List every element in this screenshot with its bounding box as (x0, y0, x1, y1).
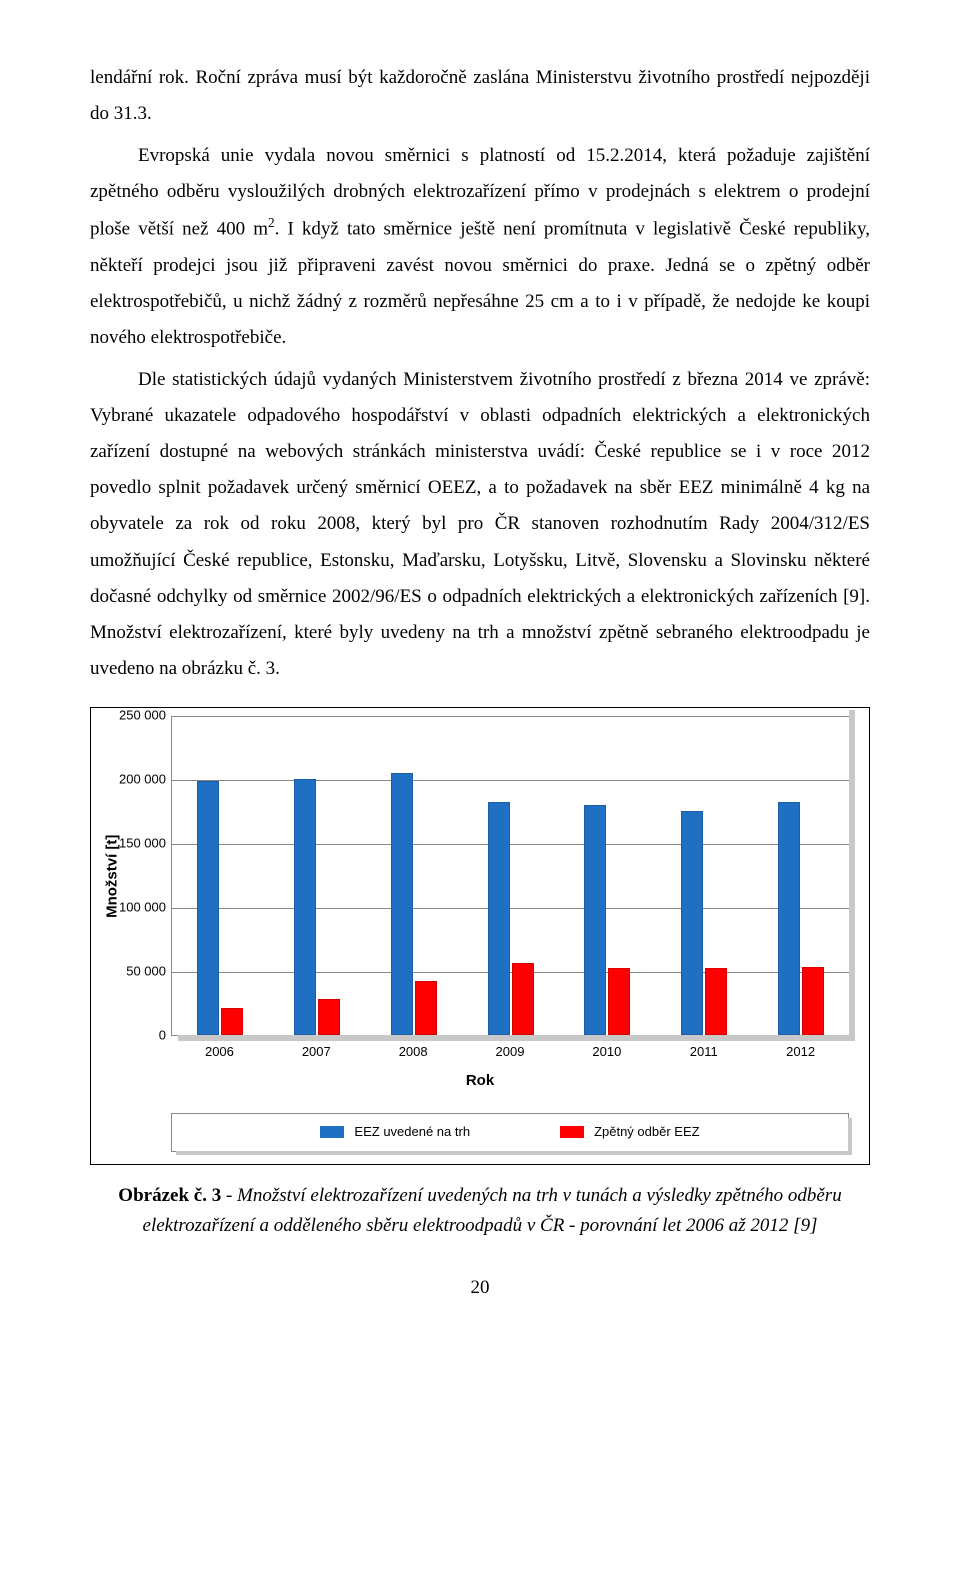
plot-area: 050 000100 000150 000200 000250 000 (171, 716, 849, 1036)
legend-item: Zpětný odběr EEZ (560, 1120, 700, 1145)
paragraph-1: lendářní rok. Roční zpráva musí být každ… (90, 60, 870, 132)
paragraph-2: Evropská unie vydala novou směrnici s pl… (90, 138, 870, 356)
legend-swatch (320, 1126, 344, 1138)
x-axis-label: Rok (99, 1067, 861, 1096)
bar (197, 781, 219, 1034)
caption-text: Množství elektrozařízení uvedených na tr… (143, 1185, 842, 1236)
y-tick-label: 50 000 (112, 960, 166, 985)
legend-item: EEZ uvedené na trh (320, 1120, 470, 1145)
legend-label: Zpětný odběr EEZ (594, 1120, 700, 1145)
bar (294, 779, 316, 1035)
bar-group (752, 716, 849, 1035)
y-tick-label: 0 (112, 1024, 166, 1049)
bar (221, 1008, 243, 1035)
bar-group (462, 716, 559, 1035)
legend-swatch (560, 1126, 584, 1138)
legend-label: EEZ uvedené na trh (354, 1120, 470, 1145)
y-axis-label: Množství [t] (99, 716, 127, 1036)
bar-group (365, 716, 462, 1035)
bar (584, 805, 606, 1035)
bar (318, 999, 340, 1035)
bar-group (269, 716, 366, 1035)
figure-caption: Obrázek č. 3 - Množství elektrozařízení … (90, 1181, 870, 1242)
paragraph-3: Dle statistických údajů vydaných Ministe… (90, 362, 870, 687)
bar (488, 802, 510, 1035)
bar (681, 811, 703, 1035)
bar-group (559, 716, 656, 1035)
bar (415, 981, 437, 1035)
bar (778, 802, 800, 1035)
squared-superscript: 2 (268, 215, 275, 230)
bar-group (172, 716, 269, 1035)
y-tick-label: 100 000 (112, 896, 166, 921)
bar-chart: Množství [t] 050 000100 000150 000200 00… (90, 707, 870, 1165)
y-tick-label: 200 000 (112, 768, 166, 793)
y-tick-label: 250 000 (112, 704, 166, 729)
bar (802, 967, 824, 1035)
caption-label: Obrázek č. 3 (118, 1185, 221, 1206)
page-number: 20 (90, 1270, 870, 1306)
y-tick-label: 150 000 (112, 832, 166, 857)
chart-legend: EEZ uvedené na trh Zpětný odběr EEZ (171, 1113, 849, 1152)
bar (391, 773, 413, 1035)
caption-sep: - (221, 1185, 237, 1206)
bar (705, 968, 727, 1035)
bar-group (656, 716, 753, 1035)
bar (608, 968, 630, 1035)
bar (512, 963, 534, 1035)
